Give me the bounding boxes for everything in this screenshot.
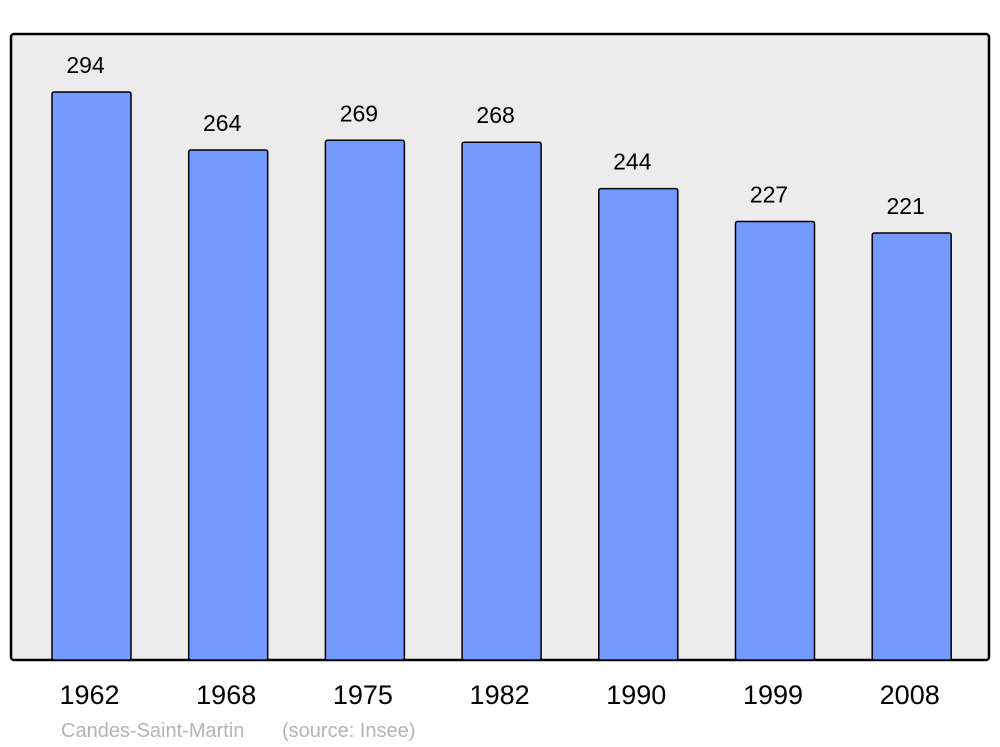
bar-1962 xyxy=(51,91,132,661)
data-label-2008: 221 xyxy=(887,193,925,219)
x-tick-label: 1962 xyxy=(59,680,119,710)
data-label-1968: 264 xyxy=(203,110,242,136)
bar-1968 xyxy=(187,149,269,661)
footer-place: Candes-Saint-Martin xyxy=(61,720,244,742)
x-tick-label: 1990 xyxy=(606,680,666,710)
data-label-1999: 227 xyxy=(750,181,788,207)
data-label-1982: 268 xyxy=(476,102,514,128)
x-tick-label: 2008 xyxy=(880,680,940,710)
bar-1982 xyxy=(461,141,542,661)
x-tick-label: 1982 xyxy=(470,680,530,710)
footer-source: (source: Insee) xyxy=(282,720,415,742)
bar-2008 xyxy=(871,232,952,661)
bar-1975 xyxy=(324,139,406,661)
data-label-1962: 294 xyxy=(66,52,105,78)
x-tick-label: 1968 xyxy=(196,680,256,710)
x-tick-label: 1999 xyxy=(743,680,803,710)
data-label-1975: 269 xyxy=(340,100,378,126)
bar-1999 xyxy=(734,220,816,661)
bar-1990 xyxy=(598,187,679,661)
data-label-1990: 244 xyxy=(613,149,652,175)
x-tick-label: 1975 xyxy=(333,680,393,710)
